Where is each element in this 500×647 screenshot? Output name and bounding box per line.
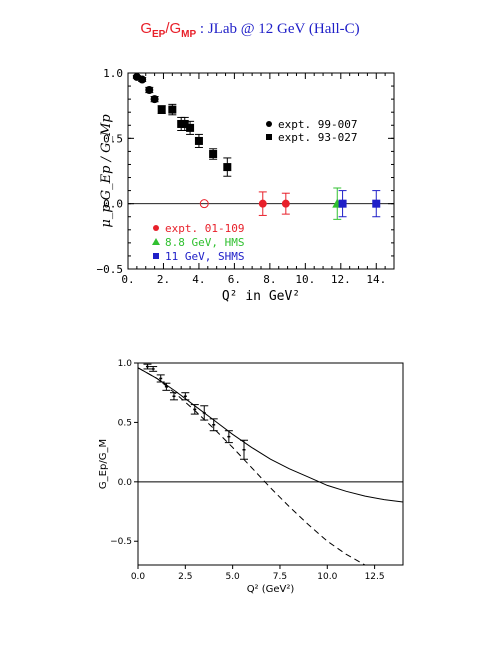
title-text: : JLab @ 12 GeV (Hall-C) xyxy=(199,21,360,37)
plot1-open-marker xyxy=(199,199,209,209)
plot1-point xyxy=(157,105,166,114)
plot1-point xyxy=(223,163,232,172)
plot1-point xyxy=(168,105,177,114)
plot1-point xyxy=(138,75,147,84)
plot2-xtick-label: 7.5 xyxy=(273,572,287,582)
plot1-legend-label: expt. 01-109 xyxy=(165,222,244,235)
plot1-xtick-label: 0. xyxy=(121,273,134,286)
plot1-xlabel: Q² in GeV² xyxy=(222,289,300,304)
plot1-point xyxy=(338,199,347,208)
plot2-ytick-label: 0.5 xyxy=(118,418,132,428)
plot2-xtick-label: 10.0 xyxy=(317,572,337,582)
plot1-legend-marker xyxy=(153,225,159,231)
plot1-legend-marker xyxy=(153,253,159,259)
plot1-point xyxy=(281,199,290,208)
plot1-ytick-label: 0.5 xyxy=(103,132,123,145)
plot1-xtick-label: 6. xyxy=(228,273,241,286)
plot1-ytick-label: −0.5 xyxy=(97,263,124,276)
plot2-frame xyxy=(137,362,404,566)
plot2-xtick-label: 12.5 xyxy=(365,572,385,582)
plot1-legend-marker xyxy=(266,134,272,140)
plot2-ytick-label: −0.5 xyxy=(110,537,132,547)
plot1-xtick-label: 14. xyxy=(366,273,386,286)
plot1-point xyxy=(150,95,159,104)
chart-title: GEP/GMP : JLab @ 12 GeV (Hall-C) xyxy=(0,20,500,40)
plot2-xlabel: Q² (GeV²) xyxy=(247,584,295,595)
plot2-ytick-label: 1.0 xyxy=(118,359,133,369)
plot1-point xyxy=(258,199,267,208)
plot2-xtick-label: 5.0 xyxy=(225,572,240,582)
plot1-point xyxy=(145,85,154,94)
plot1-legend-marker xyxy=(152,238,160,245)
plot1-xtick-label: 10. xyxy=(295,273,315,286)
plot1-ytick-label: 0.0 xyxy=(103,198,123,211)
plot1-ytick-label: 1.0 xyxy=(103,67,123,80)
plot1-point xyxy=(180,119,189,128)
plot2-ytick-label: 0.0 xyxy=(118,478,133,488)
plot1-xtick-label: 8. xyxy=(263,273,276,286)
plot1-legend-label: 8.8 GeV, HMS xyxy=(165,236,244,249)
plot1-legend-label: expt. 93-027 xyxy=(278,131,357,144)
plot1-legend-label: expt. 99-007 xyxy=(278,118,357,131)
plot2-dashed-curve xyxy=(138,367,366,565)
title-ratio: GEP/GMP xyxy=(140,20,197,40)
plot2-solid-curve xyxy=(138,367,403,503)
plot2-xtick-label: 0.0 xyxy=(131,572,146,582)
plot1-point xyxy=(186,123,195,132)
plot1-point xyxy=(209,150,218,159)
plot1-xtick-label: 2. xyxy=(157,273,170,286)
plot2-xtick-label: 2.5 xyxy=(178,572,192,582)
plot2-ylabel: G_Ep/G_M xyxy=(98,439,109,489)
plot1-xtick-label: 4. xyxy=(192,273,205,286)
plot1-xtick-label: 12. xyxy=(331,273,351,286)
plot1-legend-marker xyxy=(266,121,272,127)
plot1-point xyxy=(372,199,381,208)
plot1-legend-label: 11 GeV, SHMS xyxy=(165,250,244,263)
plot1-ylabel: μ_p G_Ep / G_Mp xyxy=(99,114,114,228)
plot1-point xyxy=(194,136,203,145)
